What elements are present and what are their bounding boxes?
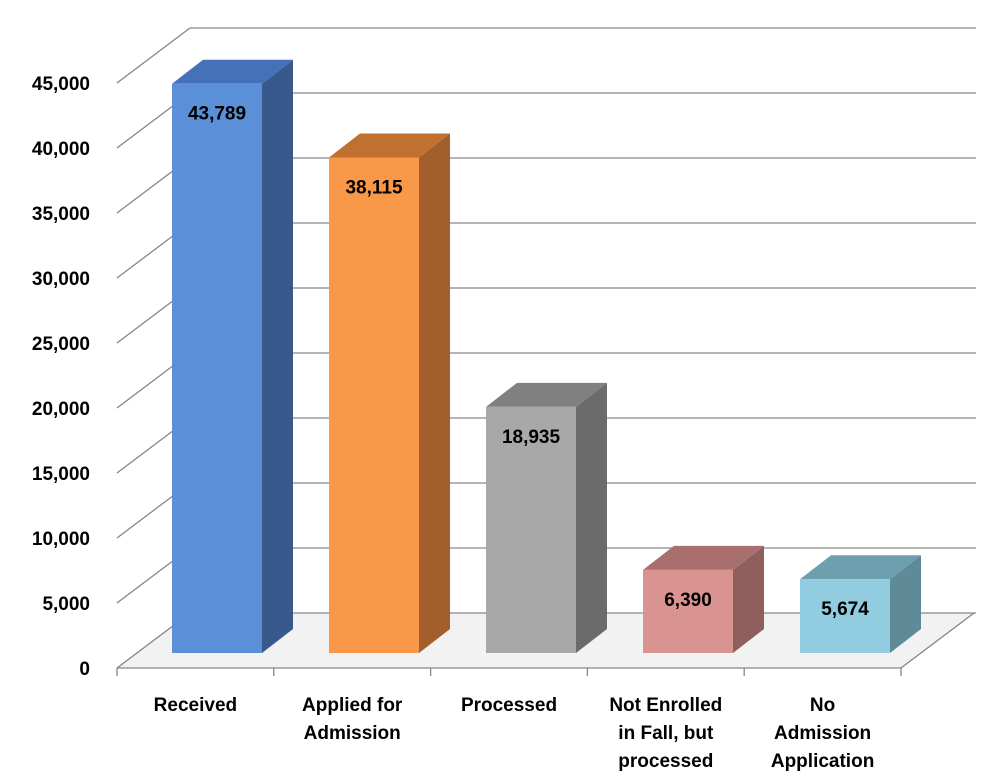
y-tick-label: 30,000 (32, 269, 90, 290)
bar-side (419, 133, 450, 653)
bar-side (733, 545, 764, 653)
x-tick-label-line: processed (618, 751, 713, 772)
x-category-labels: Received Applied for Admission Processed Not… (154, 695, 875, 772)
gridline-diagonal (116, 27, 191, 84)
bar-top (643, 545, 764, 570)
y-tick-label: 5,000 (42, 594, 90, 615)
data-label: 5,674 (821, 599, 869, 620)
x-tick-label-line: Not Enrolled (609, 695, 722, 716)
bar-front (643, 569, 733, 653)
y-tick-label: 15,000 (32, 464, 90, 485)
bar (486, 382, 607, 653)
x-tick-label-line: No (810, 695, 835, 716)
x-tick-label-line: Received (154, 695, 237, 716)
data-labels: 43,789 38,115 18,935 6,390 5,674 (188, 104, 869, 620)
x-tick-label-line: Processed (461, 695, 557, 716)
bar-top (800, 555, 921, 580)
y-tick-label: 20,000 (32, 399, 90, 420)
x-tick-label-line: Applied for (302, 695, 403, 716)
bar (329, 133, 450, 653)
bar-top (486, 382, 607, 407)
data-label: 6,390 (664, 590, 712, 611)
y-tick-label: 25,000 (32, 334, 90, 355)
axes (116, 612, 975, 676)
x-tick-label: Received (154, 695, 237, 716)
bar (172, 59, 293, 654)
y-tick-label: 40,000 (32, 139, 90, 160)
x-tick-label: Applied for Admission (302, 695, 403, 744)
floor-edge (900, 612, 975, 669)
x-tick-label-line: Admission (774, 723, 871, 744)
y-tick-label: 35,000 (32, 204, 90, 225)
data-label: 38,115 (345, 178, 402, 199)
bar-top (329, 133, 450, 158)
x-tick-label-line: in Fall, but (618, 723, 714, 744)
bar-side (890, 555, 921, 653)
y-tick-label: 10,000 (32, 529, 90, 550)
bar-front (486, 406, 576, 653)
data-label: 43,789 (188, 104, 246, 125)
bar-front (329, 157, 419, 653)
bar-front (800, 579, 890, 653)
bar-front (172, 83, 262, 654)
x-tick-label-line: Application (771, 751, 874, 772)
bar-top (172, 59, 293, 84)
bar (800, 555, 921, 653)
x-tick-label: Not Enrolled in Fall, but processed (609, 695, 722, 772)
bars (172, 59, 921, 654)
y-tick-label: 0 (79, 659, 90, 680)
bar-side (262, 59, 293, 654)
bar-side (576, 382, 607, 653)
x-tick-label: No Admission Application (771, 695, 874, 772)
x-tick-label: Processed (461, 695, 557, 716)
data-label: 18,935 (502, 427, 561, 448)
bar (643, 545, 764, 653)
x-tick-label-line: Admission (304, 723, 401, 744)
y-tick-labels: 0 5,000 10,000 15,000 20,000 25,000 30,000 35,0… (32, 74, 90, 680)
y-tick-label: 45,000 (32, 74, 90, 95)
